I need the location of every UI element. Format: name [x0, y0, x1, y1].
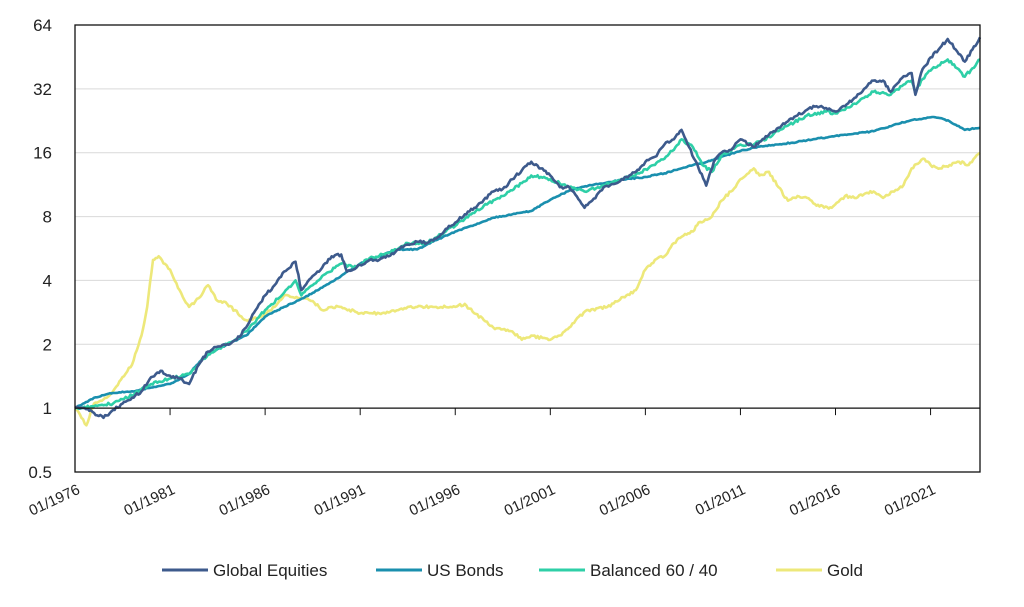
y-tick-label: 1	[43, 399, 52, 418]
x-tick-label: 01/2001	[502, 481, 558, 519]
legend-label-gold: Gold	[827, 561, 863, 580]
gridlines	[75, 24, 980, 473]
x-tick-label: 01/1991	[312, 481, 368, 519]
x-tick-labels: 01/1976 01/1981 01/1986 01/1991 01/1996 01/20…	[26, 481, 938, 519]
y-tick-label: 0.5	[28, 463, 52, 482]
x-tick-label: 01/2006	[597, 481, 653, 519]
x-tick-label: 01/2016	[787, 481, 843, 519]
y-tick-labels: 0.5 1 2 4 8 16 32 64	[28, 16, 52, 482]
legend-label-us-bonds: US Bonds	[427, 561, 504, 580]
series-line-balanced-60-40	[74, 58, 981, 410]
series-line-gold	[74, 151, 981, 427]
plot-frame	[74, 24, 981, 473]
x-tick-label: 01/1986	[216, 481, 272, 519]
x-tick-label: 01/2011	[693, 481, 748, 519]
x-tick-label: 01/1996	[407, 481, 463, 519]
series-line-us-bonds	[74, 115, 981, 410]
y-tick-label: 16	[33, 144, 52, 163]
x-tick-label: 01/1976	[26, 481, 82, 519]
y-tick-label: 2	[43, 335, 52, 354]
x-tick-label: 01/2021	[882, 481, 938, 519]
x-tick-label: 01/1981	[121, 481, 177, 519]
legend: Global Equities US Bonds Balanced 60 / 40 G…	[162, 561, 863, 580]
legend-label-global-equities: Global Equities	[213, 561, 327, 580]
y-tick-label: 8	[43, 208, 52, 227]
axes	[74, 24, 981, 473]
y-tick-label: 32	[33, 80, 52, 99]
legend-label-balanced-60-40: Balanced 60 / 40	[590, 561, 718, 580]
y-tick-label: 64	[33, 16, 52, 35]
series-line-global-equities	[74, 36, 982, 420]
y-tick-label: 4	[43, 271, 52, 290]
series-lines	[74, 36, 982, 427]
